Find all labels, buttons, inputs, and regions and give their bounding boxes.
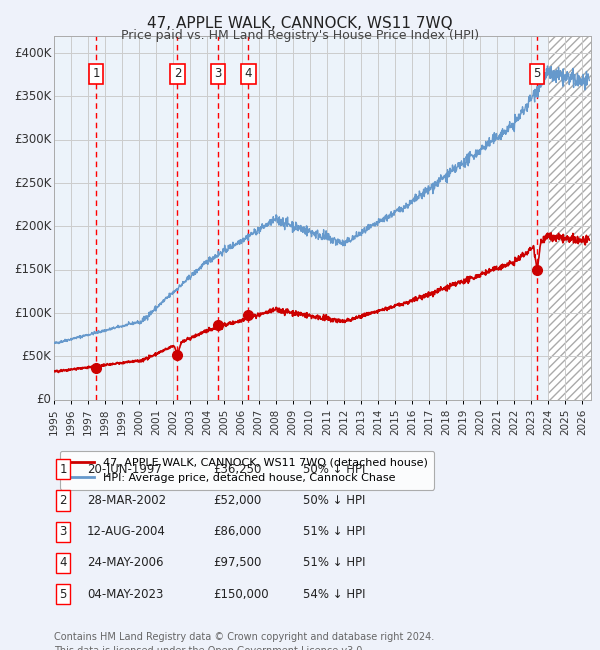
Text: 3: 3 (59, 525, 67, 538)
Text: 12-AUG-2004: 12-AUG-2004 (87, 525, 166, 538)
Text: £0: £0 (37, 393, 52, 406)
Text: 51% ↓ HPI: 51% ↓ HPI (303, 525, 365, 538)
Bar (54, 36, 96, 400)
Text: £100K: £100K (14, 307, 52, 320)
Text: £200K: £200K (14, 220, 52, 233)
Bar (96, 36, 178, 400)
Text: This data is licensed under the Open Government Licence v3.0.: This data is licensed under the Open Gov… (54, 646, 365, 650)
Text: £150,000: £150,000 (213, 588, 269, 601)
Bar (178, 36, 218, 400)
Text: 50% ↓ HPI: 50% ↓ HPI (303, 463, 365, 476)
Text: 20-JUN-1997: 20-JUN-1997 (87, 463, 162, 476)
Text: £36,250: £36,250 (213, 463, 262, 476)
Text: 28-MAR-2002: 28-MAR-2002 (87, 494, 166, 507)
Text: £250K: £250K (14, 177, 52, 190)
Text: Contains HM Land Registry data © Crown copyright and database right 2024.: Contains HM Land Registry data © Crown c… (54, 632, 434, 642)
Bar (537, 36, 548, 400)
Text: £52,000: £52,000 (213, 494, 261, 507)
Text: £50K: £50K (22, 350, 52, 363)
Text: 2: 2 (173, 68, 181, 81)
Text: £300K: £300K (14, 133, 52, 146)
Text: 1: 1 (59, 463, 67, 476)
Text: 54% ↓ HPI: 54% ↓ HPI (303, 588, 365, 601)
Bar (248, 36, 537, 400)
Bar (218, 36, 248, 400)
Text: 04-MAY-2023: 04-MAY-2023 (87, 588, 163, 601)
Text: £97,500: £97,500 (213, 556, 262, 569)
Text: £400K: £400K (14, 47, 52, 60)
Text: 4: 4 (245, 68, 252, 81)
Text: 5: 5 (59, 588, 67, 601)
Text: 50% ↓ HPI: 50% ↓ HPI (303, 494, 365, 507)
Text: £350K: £350K (14, 90, 52, 103)
Text: 3: 3 (214, 68, 221, 81)
Bar (548, 36, 591, 400)
Text: 47, APPLE WALK, CANNOCK, WS11 7WQ: 47, APPLE WALK, CANNOCK, WS11 7WQ (147, 16, 453, 31)
Text: 2: 2 (59, 494, 67, 507)
Text: 1: 1 (92, 68, 100, 81)
Text: £150K: £150K (14, 263, 52, 276)
Text: 5: 5 (533, 68, 541, 81)
Text: Price paid vs. HM Land Registry's House Price Index (HPI): Price paid vs. HM Land Registry's House … (121, 29, 479, 42)
Text: 24-MAY-2006: 24-MAY-2006 (87, 556, 163, 569)
Text: £86,000: £86,000 (213, 525, 261, 538)
Text: 4: 4 (59, 556, 67, 569)
Text: 51% ↓ HPI: 51% ↓ HPI (303, 556, 365, 569)
Legend: 47, APPLE WALK, CANNOCK, WS11 7WQ (detached house), HPI: Average price, detached: 47, APPLE WALK, CANNOCK, WS11 7WQ (detac… (59, 451, 434, 489)
